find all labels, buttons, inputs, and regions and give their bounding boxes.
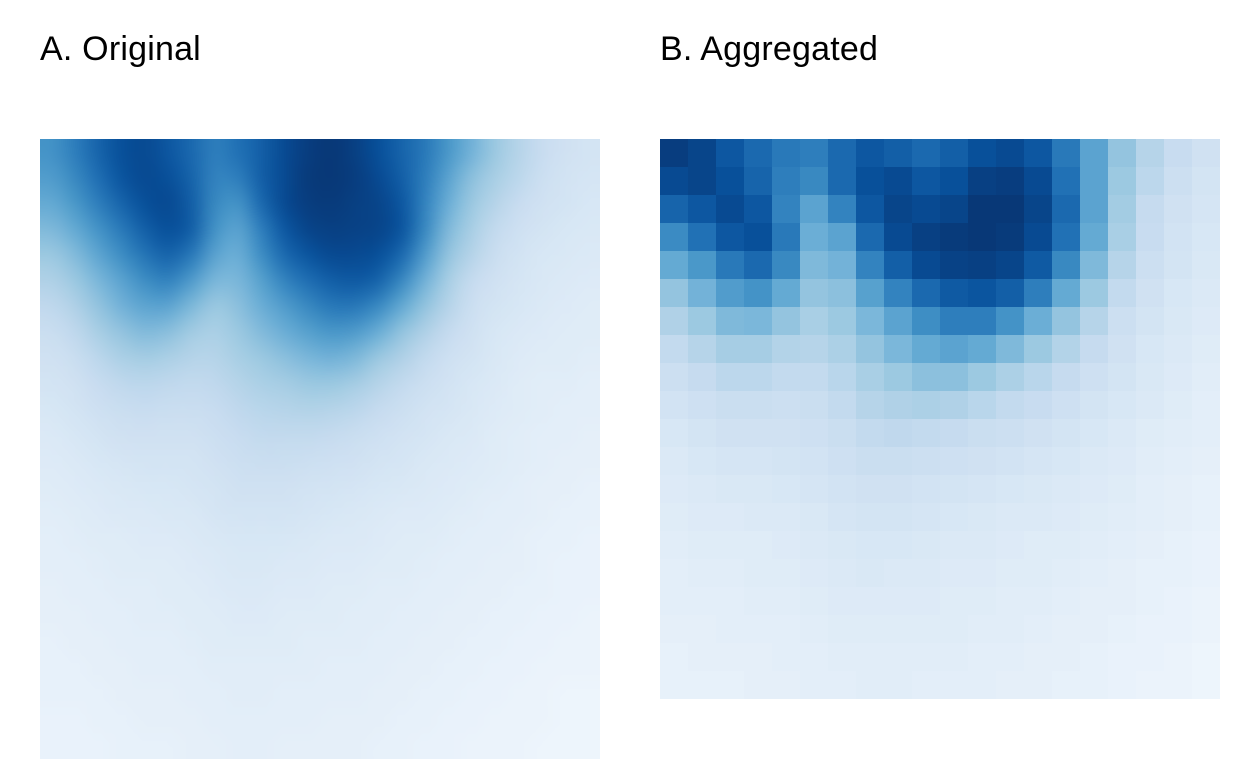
figure-page: A. Original B. Aggregated — [0, 0, 1260, 778]
heatmap-original — [40, 139, 600, 759]
panel-aggregated: B. Aggregated — [660, 30, 1220, 699]
panel-original: A. Original — [40, 30, 600, 759]
heatmap-aggregated — [660, 139, 1220, 699]
heatmap-original-wrap — [40, 139, 600, 759]
panel-original-title: A. Original — [40, 30, 600, 69]
heatmap-aggregated-wrap — [660, 139, 1220, 699]
panel-aggregated-title: B. Aggregated — [660, 30, 1220, 69]
